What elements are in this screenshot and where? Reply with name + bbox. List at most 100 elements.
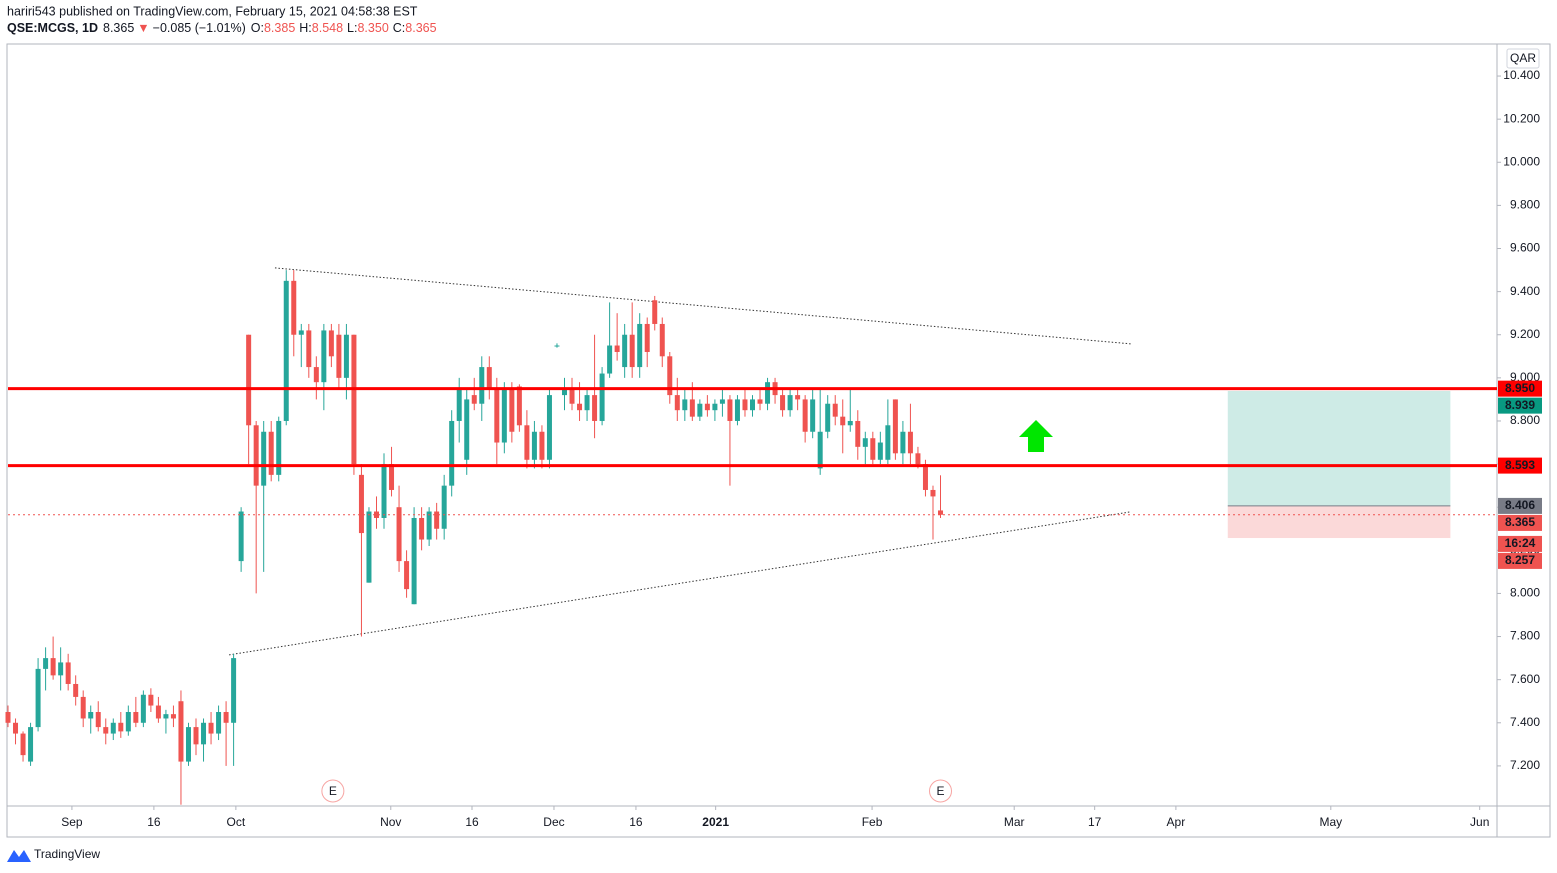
candle-body [840, 416, 846, 426]
candle-body [441, 485, 447, 529]
candle-body [208, 722, 214, 734]
candle-body [306, 330, 312, 368]
candle-body [531, 431, 537, 460]
price-label-box [1498, 552, 1542, 569]
change: −0.085 (−1.01%) [153, 21, 246, 35]
candle-body [817, 431, 823, 469]
frame [6, 43, 1551, 838]
candle-body [810, 399, 816, 432]
candle-body [734, 399, 740, 421]
price-label-box [1498, 380, 1542, 397]
up-arrow [1019, 420, 1053, 452]
candle-body [283, 280, 289, 421]
candle-body [276, 420, 282, 475]
candle-body [80, 696, 86, 719]
candle-body [351, 334, 357, 465]
ohlc-value: 8.365 [405, 21, 436, 35]
candle-body [614, 345, 620, 352]
y-tick-label: 8.000 [1510, 586, 1540, 600]
candle-body [546, 395, 552, 460]
candle-body [727, 399, 733, 421]
symbol: QSE:MCGS, 1D [7, 21, 98, 35]
candle-body [178, 701, 184, 762]
candle-body [434, 511, 440, 529]
candle-body [682, 399, 688, 411]
candle-body [35, 668, 41, 728]
candle-body [704, 403, 710, 411]
y-tick-label: 7.600 [1510, 672, 1540, 686]
candle-body [396, 507, 402, 562]
candle-body [366, 511, 372, 583]
candle-body [238, 511, 244, 562]
x-tick-label: 16 [147, 815, 161, 829]
candle-body [404, 561, 410, 590]
candle-body [486, 367, 492, 389]
x-tick-label: Dec [543, 815, 564, 829]
candle-body [697, 403, 703, 417]
x-tick-label: 2021 [702, 815, 729, 829]
candle-body [501, 388, 507, 443]
candle-body [336, 334, 342, 378]
candle-body [674, 395, 680, 411]
candle-body [765, 382, 771, 404]
byline: hariri543 published on TradingView.com, … [7, 4, 418, 18]
price-label: 8.365 [1505, 515, 1535, 529]
candle-body [637, 323, 643, 368]
candle-body [201, 722, 207, 745]
candle-body [742, 399, 748, 411]
x-tick-label: 16 [629, 815, 643, 829]
candle-body [644, 323, 650, 352]
x-tick-label: Apr [1167, 815, 1186, 829]
candle-body [321, 330, 327, 383]
candle-body [13, 722, 19, 734]
candle-body [652, 300, 658, 324]
price-label: 8.950 [1505, 381, 1535, 395]
candle-body [930, 489, 936, 497]
candle-body [231, 658, 237, 723]
candle-body [592, 395, 598, 421]
candle-body [419, 517, 425, 540]
candle-body [449, 420, 455, 486]
candle-body [659, 323, 665, 357]
candle-body [802, 399, 808, 432]
candle-body [456, 388, 462, 421]
currency: QAR [1510, 51, 1536, 65]
candle-body [110, 722, 116, 734]
candle-body [343, 334, 349, 378]
candle-body [28, 727, 34, 762]
candle-body [885, 425, 891, 460]
candle-body [118, 722, 124, 732]
price-label-box [1498, 497, 1542, 514]
symbol-line: QSE:MCGS, 1D 8.365 ▼ −0.085 (−1.01%) O:8.385… [7, 21, 437, 35]
price-label: 8.257 [1505, 553, 1535, 567]
price-label: 8.593 [1505, 458, 1535, 472]
y-tick-label: 10.000 [1503, 154, 1540, 168]
candle-body [847, 420, 853, 426]
candle-body [780, 395, 786, 411]
candle-body [855, 420, 861, 447]
candle-body [464, 399, 470, 460]
trend-line [229, 511, 1131, 656]
candle-body [313, 367, 319, 383]
price-label-box [1498, 514, 1542, 531]
candle-body [358, 474, 364, 534]
candle-body [170, 714, 176, 719]
candle-body [5, 712, 11, 723]
candle-body [539, 431, 545, 460]
candle-body [757, 399, 763, 404]
candle-body [629, 334, 635, 368]
logo-text: TradingView [34, 847, 100, 861]
x-tick-label: Mar [1004, 815, 1025, 829]
direction: ▼ [137, 21, 149, 35]
event-marker [321, 779, 345, 803]
candle-body [922, 464, 928, 490]
candle-body [43, 658, 49, 669]
price-label: 8.406 [1505, 498, 1535, 512]
y-tick-label: 9.800 [1510, 198, 1540, 212]
candle-body [223, 712, 229, 723]
footer-logo: TradingView [7, 847, 100, 862]
y-tick-label: 9.000 [1510, 370, 1540, 384]
price-label: 8.939 [1505, 398, 1535, 412]
candle-body [298, 330, 304, 335]
